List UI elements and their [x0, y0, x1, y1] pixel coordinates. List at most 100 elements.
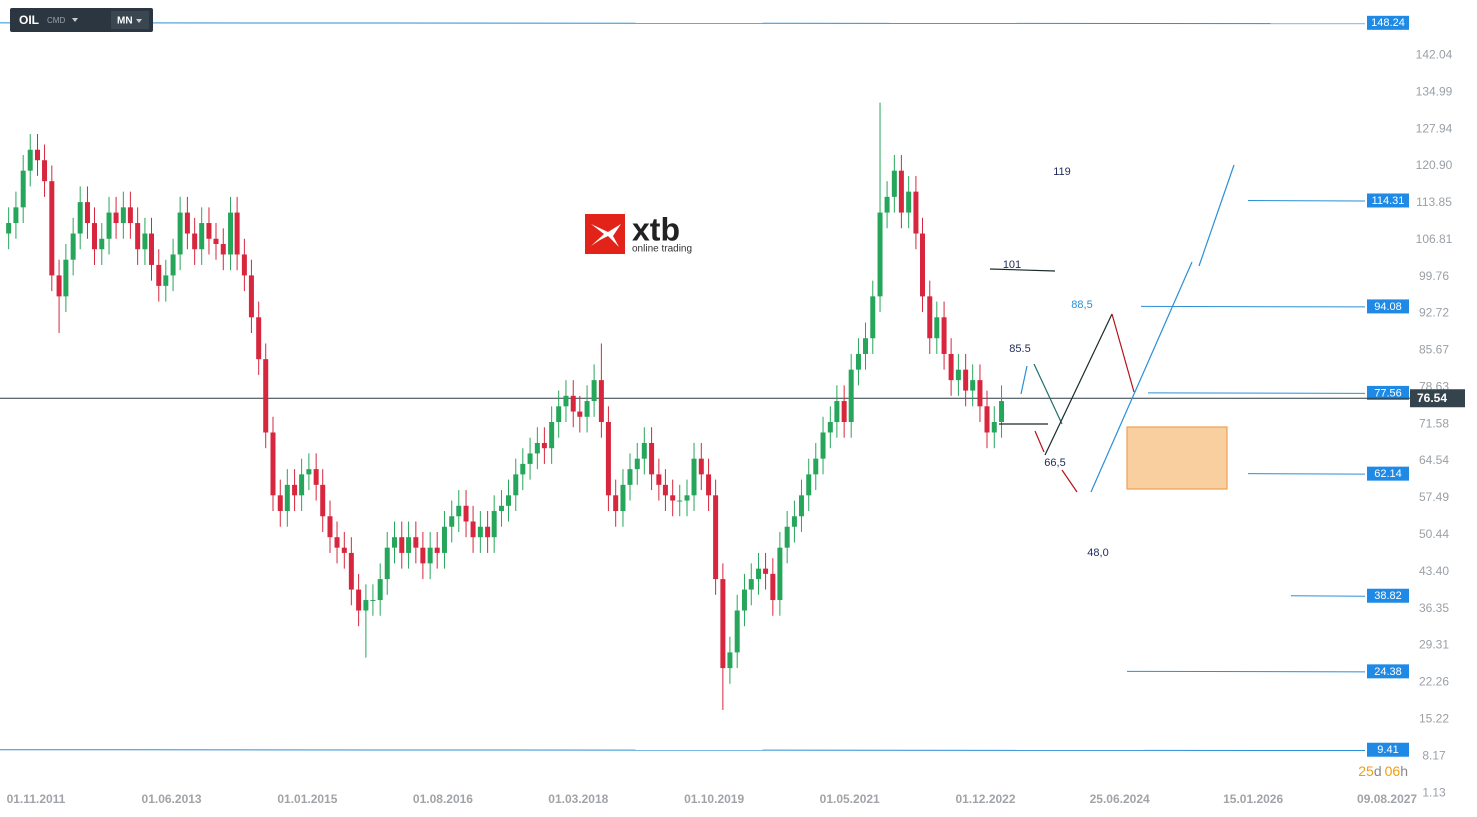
- level-label-bg: [1367, 588, 1409, 603]
- candle-body: [377, 579, 383, 601]
- y-tick-label: 15.22: [1419, 711, 1449, 725]
- candle-body: [841, 401, 847, 423]
- candle-body: [313, 469, 319, 485]
- level-label-bg: [1367, 385, 1409, 400]
- annotation: 101: [1003, 259, 1021, 271]
- x-tick-label: 01.11.2011: [7, 792, 66, 806]
- candle-body: [948, 353, 954, 381]
- countdown-days: 25: [1358, 763, 1374, 779]
- candle-body: [991, 422, 997, 433]
- candle-body: [192, 233, 198, 250]
- logo-text: xtb: [632, 211, 680, 247]
- candle-body: [56, 275, 62, 297]
- candle-body: [727, 652, 733, 669]
- x-tick-label: 09.08.2027: [1357, 792, 1417, 806]
- candle-body: [955, 369, 961, 381]
- candle-body: [970, 380, 976, 391]
- candle-body: [662, 484, 668, 496]
- candle-body: [477, 526, 483, 538]
- interval[interactable]: MN: [117, 16, 133, 27]
- x-tick-label: 01.05.2021: [820, 792, 880, 806]
- candle-body: [228, 212, 234, 255]
- candle-body: [541, 442, 547, 449]
- level-label: 94.08: [1374, 301, 1402, 313]
- level-line: [1126, 670, 1366, 673]
- candle-body: [70, 233, 76, 260]
- x-tick-label: 25.06.2024: [1090, 792, 1150, 806]
- y-tick-label: 134.99: [1416, 84, 1453, 98]
- candle-body: [184, 212, 190, 234]
- level-label: 148.24: [1371, 17, 1405, 29]
- candle-body: [177, 212, 183, 255]
- level-line: [1290, 595, 1366, 597]
- y-tick-label: 92.72: [1419, 306, 1449, 320]
- annotation: 119: [1053, 166, 1071, 178]
- countdown-unit: h: [1400, 763, 1408, 779]
- candle-body: [756, 568, 762, 580]
- dropdown-arrow[interactable]: [72, 18, 78, 22]
- level-line: [0, 749, 1366, 752]
- candle-body: [27, 149, 33, 171]
- candle-body: [320, 484, 326, 517]
- candle-body: [6, 223, 12, 234]
- candle-body: [306, 469, 312, 475]
- level-label: 77.56: [1374, 387, 1402, 399]
- candle-body: [641, 442, 647, 459]
- interval-button[interactable]: [111, 11, 149, 29]
- candle-body: [884, 196, 890, 213]
- candle-body: [855, 353, 861, 370]
- candle-body: [270, 432, 276, 496]
- candle-body: [356, 589, 362, 611]
- candle-body: [463, 505, 469, 522]
- y-tick-label: 8.17: [1422, 748, 1446, 762]
- candle-body: [127, 207, 133, 224]
- candle-body: [35, 149, 40, 161]
- candle-body: [341, 547, 347, 553]
- candle-body: [277, 495, 283, 512]
- candle-body: [327, 516, 333, 538]
- candle-body: [13, 207, 19, 224]
- candle-body: [791, 516, 797, 527]
- candle-body: [485, 526, 491, 538]
- dropdown-arrow[interactable]: [136, 19, 142, 23]
- candle-body: [984, 406, 990, 433]
- level-label-bg: [1367, 664, 1409, 679]
- y-tick-label: 127.94: [1416, 121, 1453, 135]
- candle-body: [42, 160, 48, 182]
- x-tick-label: 15.01.2026: [1223, 792, 1283, 806]
- candle-body: [334, 537, 340, 548]
- candle-body: [106, 212, 112, 239]
- level-label: 9.41: [1377, 744, 1398, 756]
- candle-body: [241, 254, 247, 276]
- candle-body: [670, 495, 676, 501]
- candle-body: [620, 484, 626, 512]
- candle-body: [527, 453, 533, 464]
- y-tick-label: 85.67: [1419, 343, 1449, 357]
- candle-body: [870, 296, 876, 339]
- candle-body: [820, 432, 826, 459]
- symbol[interactable]: OIL: [19, 13, 39, 27]
- y-tick-label: 113.85: [1416, 195, 1452, 209]
- x-tick-label: 01.06.2013: [142, 792, 202, 806]
- candle-body: [456, 505, 462, 517]
- level-line: [0, 22, 1366, 25]
- candle-body: [170, 254, 176, 276]
- y-tick-label: 50.44: [1419, 527, 1449, 541]
- level-label-bg: [1367, 742, 1409, 757]
- countdown: 25d 06h: [1358, 763, 1408, 779]
- candle-body: [598, 380, 604, 423]
- candle-body: [720, 579, 726, 669]
- candle-body: [748, 579, 754, 590]
- y-tick-label: 106.81: [1416, 232, 1453, 246]
- candle-body: [798, 495, 804, 517]
- candle-body: [420, 547, 426, 564]
- countdown-hours: 06: [1385, 763, 1401, 779]
- annotation: 85.5: [1009, 343, 1030, 355]
- level-label-bg: [1367, 193, 1409, 208]
- candle-body: [877, 212, 883, 297]
- annotation: 48,0: [1087, 547, 1108, 559]
- y-tick-label: 57.49: [1419, 490, 1449, 504]
- candle-body: [113, 212, 119, 224]
- trend-line: [1111, 313, 1135, 393]
- candle-body: [677, 500, 683, 502]
